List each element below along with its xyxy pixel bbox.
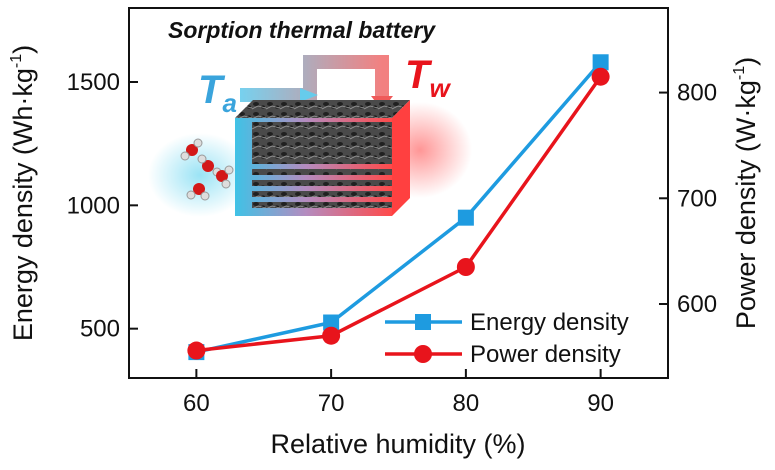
plot-area	[128, 7, 669, 379]
inset-title: Sorption thermal battery	[168, 17, 436, 43]
legend-energy-density-label: Energy density	[470, 309, 629, 336]
power-density-point	[187, 341, 206, 360]
left-tick-label: 500	[80, 316, 120, 343]
power-density-point	[456, 258, 475, 276]
x-tick-label: 60	[183, 390, 210, 417]
x-tick-label: 80	[453, 390, 480, 417]
x-tick-label: 70	[318, 390, 345, 417]
power-density-line	[196, 75, 603, 353]
x-axis-title: Relative humidity (%)	[270, 429, 525, 459]
temperature-subscript: a	[222, 88, 236, 118]
outlet-temperature-label: Tw	[405, 53, 451, 103]
axis-title-main: Power density (W·kg	[731, 80, 761, 329]
power-density-series	[187, 67, 610, 360]
axis-title-end: )	[8, 45, 38, 54]
sorption-battery-illustration: Sorption thermal battery Ta Tw	[148, 17, 472, 217]
right-axis-ticks: 600 700 800	[659, 80, 717, 318]
legend-energy-density-marker	[415, 314, 431, 330]
temperature-subscript: w	[429, 73, 451, 103]
series-layer	[187, 54, 610, 361]
axis-title-main: Energy density (Wh·kg	[8, 68, 38, 341]
energy-density-point	[323, 314, 340, 331]
left-axis-title: Energy density (Wh·kg-1)	[8, 45, 38, 341]
axis-title-superscript: -1	[8, 54, 25, 68]
temperature-symbol: T	[198, 68, 226, 112]
x-axis-ticks: 60 70 80 90	[183, 369, 614, 417]
adsorbent-stack	[235, 100, 410, 216]
energy-density-point	[457, 209, 474, 226]
right-axis-title: Power density (W·kg-1)	[731, 57, 761, 329]
temperature-symbol: T	[405, 53, 433, 97]
right-tick-label: 700	[677, 185, 717, 212]
power-density-point	[591, 67, 610, 86]
power-density-point	[322, 326, 341, 345]
water-molecules	[180, 138, 234, 201]
x-tick-label: 90	[587, 390, 614, 417]
legend: Energy density Power density	[385, 309, 629, 368]
left-tick-label: 1000	[67, 192, 120, 219]
energy-density-point	[592, 54, 609, 71]
left-tick-label: 1500	[67, 69, 120, 96]
right-tick-label: 600	[677, 291, 717, 318]
legend-power-density-label: Power density	[470, 341, 621, 368]
right-tick-label: 800	[677, 80, 717, 107]
axis-title-end: )	[731, 57, 761, 66]
axis-title-superscript: -1	[731, 66, 748, 80]
legend-power-density-marker	[414, 345, 432, 363]
energy-density-line	[195, 61, 602, 354]
cold-air-cloud	[148, 133, 252, 217]
inlet-temperature-label: Ta	[198, 68, 237, 118]
left-axis-ticks: 500 1000 1500	[67, 69, 138, 343]
